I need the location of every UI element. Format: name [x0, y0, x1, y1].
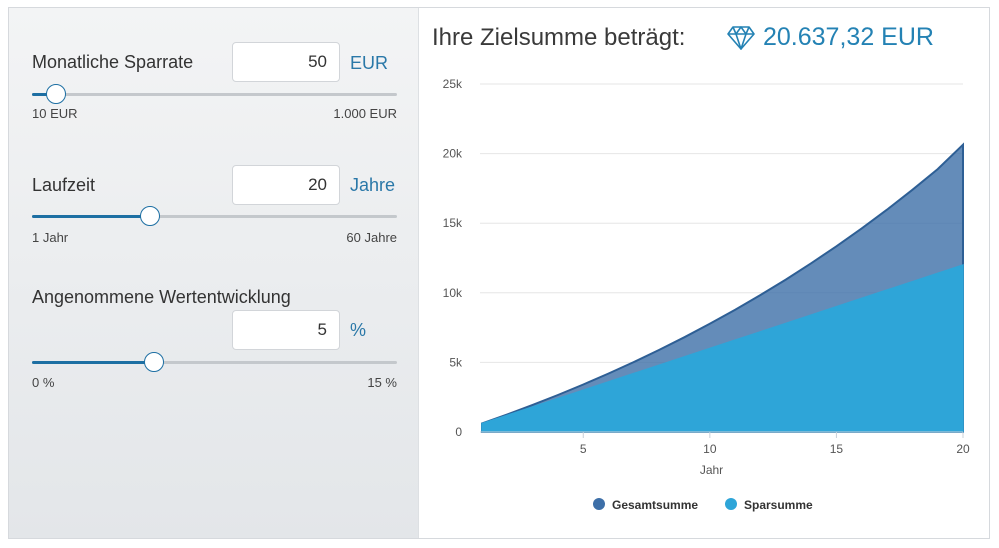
y-tick-label: 0 [455, 425, 462, 439]
x-axis-ticks: 5 10 15 20 [580, 432, 970, 456]
result-value: 20.637,32 EUR [763, 23, 934, 51]
duration-min-label: 1 Jahr [32, 230, 69, 245]
performance-slider[interactable] [32, 352, 397, 372]
legend-label-sparsumme[interactable]: Sparsumme [744, 498, 813, 512]
performance-max-label: 15 % [367, 375, 397, 390]
performance-input[interactable] [232, 310, 340, 350]
x-tick-label: 20 [956, 442, 970, 456]
monthly-rate-slider[interactable] [32, 84, 397, 104]
y-tick-label: 25k [443, 77, 463, 91]
performance-min-label: 0 % [32, 375, 55, 390]
monthly-rate-input[interactable] [232, 42, 340, 82]
duration-input[interactable] [232, 165, 340, 205]
duration-slider-fill [32, 215, 150, 218]
y-tick-label: 5k [449, 355, 463, 369]
duration-label: Laufzeit [32, 175, 96, 195]
area-sparsumme [481, 263, 964, 433]
duration-unit: Jahre [350, 175, 396, 195]
diamond-icon [727, 26, 755, 50]
y-tick-label: 10k [443, 286, 463, 300]
duration-max-label: 60 Jahre [346, 230, 397, 245]
savings-chart: 0 5k 10k 15k 20k 25k 5 10 15 20 Jahr Gesamtsumme… [443, 77, 970, 512]
result-title: Ihre Zielsumme beträgt: [432, 24, 686, 51]
monthly-rate-max-label: 1.000 EUR [333, 106, 397, 121]
legend-marker-sparsumme [725, 498, 737, 510]
monthly-rate-min-label: 10 EUR [32, 106, 78, 121]
performance-unit: % [350, 320, 367, 340]
monthly-rate-slider-fill [32, 93, 56, 96]
x-axis-title: Jahr [700, 463, 723, 477]
x-tick-label: 5 [580, 442, 587, 456]
input-panel: Monatliche Sparrate EUR 10 EUR 1.000 EUR… [9, 8, 419, 538]
chart-legend: Gesamtsumme Sparsumme [593, 498, 813, 512]
y-axis-ticks: 0 5k 10k 15k 20k 25k [443, 77, 463, 439]
duration-slider[interactable] [32, 206, 397, 226]
monthly-rate-slider-handle[interactable] [45, 84, 66, 104]
monthly-rate-unit: EUR [350, 53, 389, 73]
performance-slider-fill [32, 361, 154, 364]
x-tick-label: 15 [830, 442, 844, 456]
y-tick-label: 20k [443, 147, 463, 161]
performance-slider-handle[interactable] [143, 352, 164, 372]
y-tick-label: 15k [443, 216, 463, 230]
performance-label: Angenommene Wertentwicklung [32, 287, 291, 307]
monthly-rate-label: Monatliche Sparrate [32, 52, 194, 72]
legend-label-gesamtsumme[interactable]: Gesamtsumme [612, 498, 698, 512]
legend-marker-gesamtsumme [593, 498, 605, 510]
duration-slider-handle[interactable] [139, 206, 160, 226]
x-tick-label: 10 [703, 442, 717, 456]
